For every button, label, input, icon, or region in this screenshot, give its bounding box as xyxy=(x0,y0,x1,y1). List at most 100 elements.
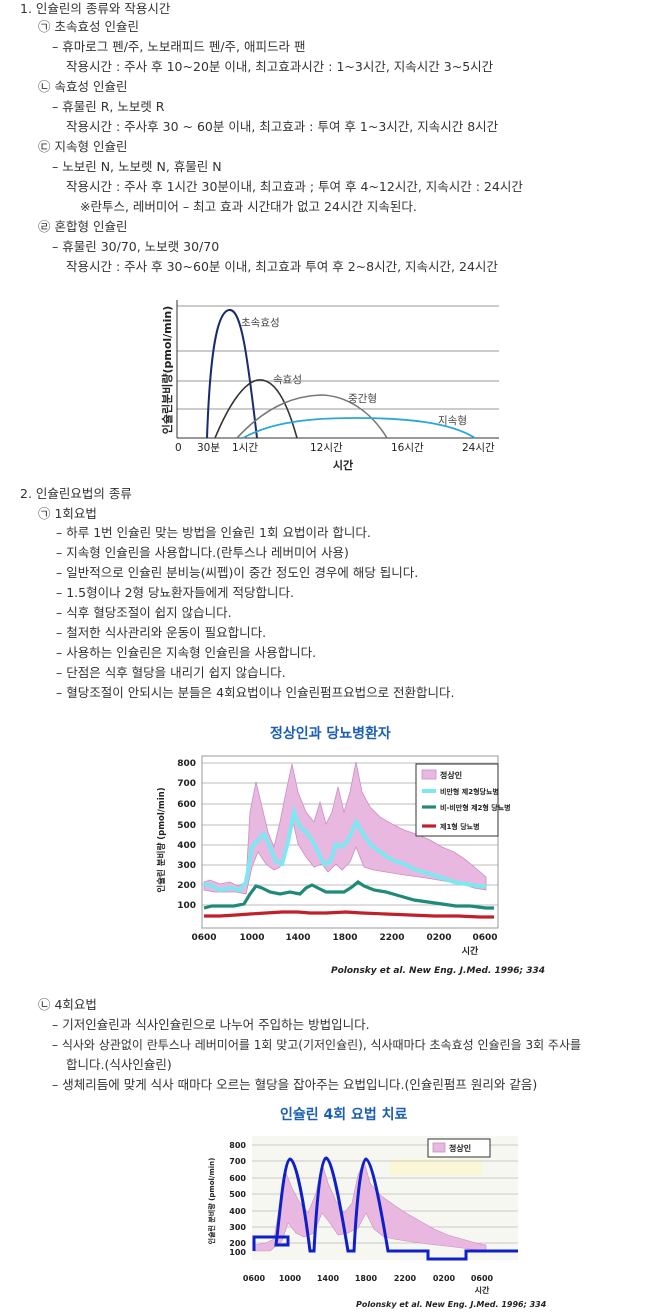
chart2-y-axis-label: 인슐린 분비량 (pmol/min) xyxy=(156,787,167,892)
rapid-acting-heading: ㉠ 초속효성 인슐린 xyxy=(38,19,139,34)
chart3-y-tick: 400 xyxy=(229,1207,246,1216)
method-1-line: – 지속형 인슐린을 사용합니다.(란투스나 레버미어 사용) xyxy=(56,545,349,560)
mixed-products: – 휴물린 30/70, 노보랫 30/70 xyxy=(52,239,220,254)
chart3-title: 인슐린 4회 요법 치료 xyxy=(280,1107,408,1123)
chart3-y-tick: 800 xyxy=(229,1141,246,1150)
chart2-x-tick: 1800 xyxy=(332,933,357,943)
chart3-x-tick: 0200 xyxy=(433,1274,456,1283)
chart2-x-tick: 2200 xyxy=(379,933,404,943)
nonobese-legend-label: 비-비만형 제2형 당뇨병 xyxy=(440,803,510,812)
method-1-line: – 철저한 식사관리와 운동이 필요합니다. xyxy=(56,625,267,640)
method-1-line: – 단점은 식후 혈당을 내리기 쉽지 않습니다. xyxy=(56,665,286,680)
therapy-line xyxy=(252,1156,518,1261)
chart1-x-axis-label: 시간 xyxy=(333,458,353,472)
chart1-x-tick: 30분 xyxy=(197,442,220,454)
chart2-x-tick: 0600 xyxy=(472,933,497,943)
chart3-y-tick: 600 xyxy=(229,1174,246,1183)
chart2-legend: 정상인 비만형 제2형당뇨병 비-비만형 제2형 당뇨병 제1형 당뇨병 xyxy=(415,763,510,837)
short-acting-curve xyxy=(214,379,298,439)
intermediate-label: 중간형 xyxy=(348,393,377,405)
intermediate-heading: ㉢ 지속형 인슐린 xyxy=(38,139,128,154)
normal-legend-swatch xyxy=(421,769,437,780)
chart3-x-tick: 1000 xyxy=(279,1274,302,1283)
chart3-citation: Polonsky et al. New Eng. J.Med. 1996; 33… xyxy=(356,1300,547,1309)
rapid-acting-products: – 휴마로그 펜/주, 노보래피드 펜/주, 애피드라 팬 xyxy=(52,39,306,54)
chart2-y-tick: 100 xyxy=(177,901,196,911)
chart3-y-tick: 200 xyxy=(229,1239,246,1248)
type1-line xyxy=(204,910,494,919)
insulin-action-chart: 초속효성 속효성 중간형 지속형 인슐린분비량(pmol/min) 0 30분 … xyxy=(160,300,499,472)
short-acting-heading: ㉡ 속효성 인슐린 xyxy=(38,79,128,94)
rapid-acting-label: 초속효성 xyxy=(241,317,280,329)
method-4-heading: ㉡ 4회요법 xyxy=(38,997,97,1012)
rapid-acting-timing: 작용시간 : 주사 후 10~20분 이내, 최고효과시간 : 1~3시간, 지… xyxy=(66,59,494,74)
chart3-normal-legend-label: 정상인 xyxy=(449,1143,471,1153)
chart3-x-tick: 1800 xyxy=(355,1274,378,1283)
four-injection-therapy-chart: 800 700 600 500 400 300 200 100 정상인 인슐린 … xyxy=(207,1136,518,1295)
section-1-title: 1. 인슐린의 종류와 작용시간 xyxy=(20,1,171,16)
chart3-x-axis-label: 시간 xyxy=(475,1285,490,1295)
chart2-y-tick: 500 xyxy=(177,821,196,831)
chart2-y-tick: 300 xyxy=(177,861,196,871)
chart2-x-tick: 0200 xyxy=(426,933,451,943)
chart3-legend: 정상인 xyxy=(427,1138,491,1158)
short-acting-timing: 작용시간 : 주사후 30 ~ 60분 이내, 최고효과 : 투여 후 1~3시… xyxy=(66,119,499,134)
chart2-x-tick: 1000 xyxy=(239,933,264,943)
type1-legend-label: 제1형 당뇨병 xyxy=(440,822,480,831)
method-1-line: – 1.5형이나 2형 당뇨환자들에게 적당합니다. xyxy=(56,585,294,600)
long-acting-curve xyxy=(242,417,476,439)
chart2-frame xyxy=(201,755,499,929)
method-4-line: 합니다.(식사인슐린) xyxy=(66,1057,172,1072)
chart2-y-tick: 800 xyxy=(177,759,196,769)
method-4-line: – 기저인슐린과 식사인슐린으로 나누어 주입하는 방법입니다. xyxy=(52,1017,370,1032)
chart1-x-tick: 12시간 xyxy=(310,442,343,454)
method-4-line: – 식사와 상관없이 란투스나 레버미어를 1회 맞고(기저인슐린), 식사때마… xyxy=(52,1038,582,1052)
section-2-title: 2. 인슐린요법의 종류 xyxy=(20,486,132,501)
chart2-x-tick: 0600 xyxy=(191,933,216,943)
long-acting-label: 지속형 xyxy=(438,415,467,427)
short-acting-products: – 휴물린 R, 노보렛 R xyxy=(52,99,165,114)
mixed-timing: 작용시간 : 주사 후 30~60분 이내, 최고효과 투여 후 2~8시간, … xyxy=(66,259,498,274)
mixed-heading: ㉣ 혼합형 인슐린 xyxy=(38,219,128,234)
normal-legend-label: 정상인 xyxy=(440,770,462,780)
chart2-y-tick: 200 xyxy=(177,881,196,891)
obese-legend-label: 비만형 제2형당뇨병 xyxy=(440,787,499,796)
chart3-y-tick: 100 xyxy=(229,1248,246,1257)
method-1-line: – 사용하는 인슐린은 지속형 인슐린을 사용합니다. xyxy=(56,645,317,660)
intermediate-products: – 노보린 N, 노보렛 N, 휴물린 N xyxy=(52,159,222,174)
chart1-x-tick: 24시간 xyxy=(462,442,495,454)
chart2-title: 정상인과 당뇨병환자 xyxy=(270,726,391,742)
chart1-x-tick: 0 xyxy=(175,442,182,454)
intermediate-curve xyxy=(236,394,388,439)
normal-vs-diabetic-chart: 800 700 600 500 400 300 200 100 정상인 비만형 … xyxy=(156,755,510,957)
chart2-citation: Polonsky et al. New Eng. J.Med. 1996; 33… xyxy=(331,966,546,976)
chart2-y-tick: 400 xyxy=(177,841,196,851)
method-4-line: – 생체리듬에 맞게 식사 때마다 오르는 혈당을 잡아주는 요법입니다.(인슐… xyxy=(52,1077,538,1092)
method-1-line: – 식후 혈당조절이 쉽지 않습니다. xyxy=(56,605,232,620)
intermediate-timing: 작용시간 : 주사 후 1시간 30분이내, 최고효과 ; 투여 후 4~12시… xyxy=(66,179,523,194)
chart1-y-axis-label: 인슐린분비량(pmol/min) xyxy=(160,306,174,435)
chart2-x-tick: 1400 xyxy=(285,933,310,943)
chart3-normal-legend-swatch xyxy=(432,1142,446,1153)
method-1-heading: ㉠ 1회요법 xyxy=(38,506,97,521)
chart3-y-tick: 700 xyxy=(229,1157,246,1166)
chart3-y-tick: 300 xyxy=(229,1223,246,1232)
short-acting-label: 속효성 xyxy=(273,374,302,386)
chart3-x-tick: 1400 xyxy=(317,1274,340,1283)
chart2-x-axis-label: 시간 xyxy=(462,945,479,957)
nonobese-type2-line xyxy=(203,880,494,910)
long-acting-note: ※란투스, 레버미어 – 최고 효과 시간대가 없고 24시간 지속된다. xyxy=(80,199,417,214)
method-1-line: – 혈당조절이 안되시는 분들은 4회요법이나 인슐린펌프요법으로 전환합니다. xyxy=(56,685,455,700)
chart3-x-tick: 0600 xyxy=(243,1274,266,1283)
chart3-normal-band xyxy=(253,1160,487,1252)
method-1-line: – 일반적으로 인슐린 분비능(씨펩)이 중간 정도인 경우에 해당 됩니다. xyxy=(56,565,419,580)
chart2-y-tick: 600 xyxy=(177,800,196,810)
chart3-x-tick: 2200 xyxy=(394,1274,417,1283)
chart3-highlight-zone xyxy=(390,1159,482,1175)
chart1-x-tick: 1시간 xyxy=(232,442,258,454)
chart3-y-tick: 500 xyxy=(229,1190,246,1199)
chart3-x-tick: 0600 xyxy=(471,1274,494,1283)
method-1-line: – 하루 1번 인슐린 맞는 방법을 인슐린 1회 요법이라 합니다. xyxy=(56,525,371,540)
rapid-acting-curve xyxy=(206,309,258,439)
chart1-gridlines xyxy=(177,305,499,410)
